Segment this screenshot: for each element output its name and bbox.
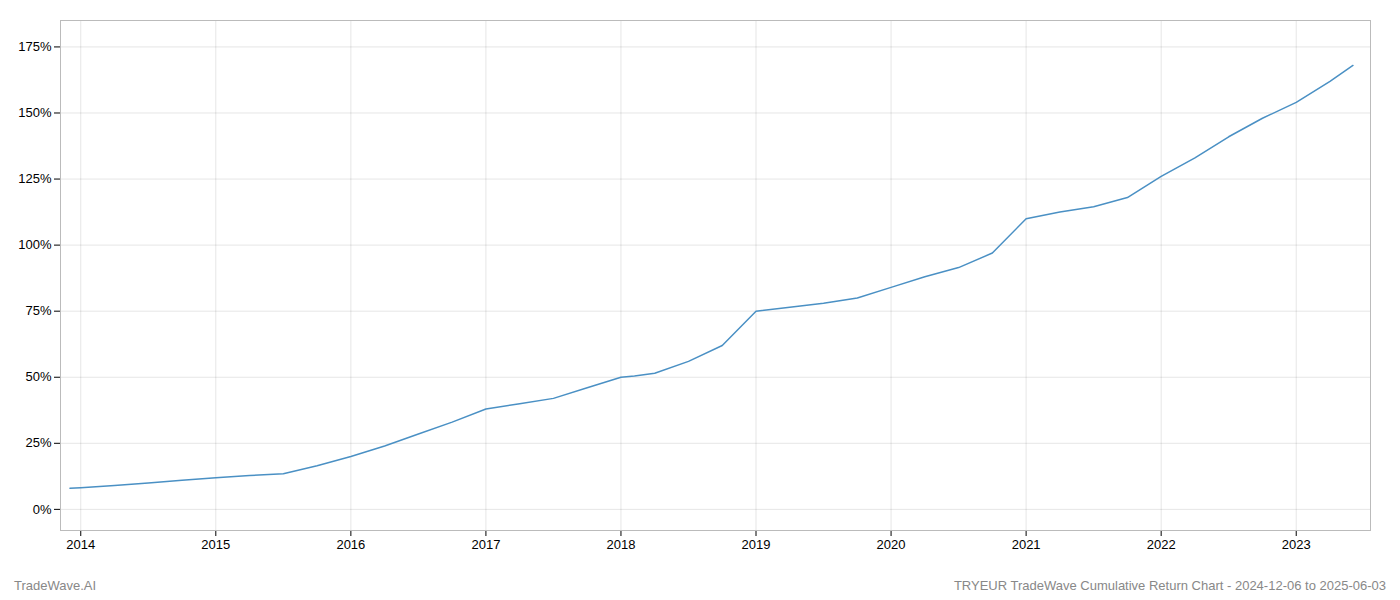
svg-text:0%: 0% xyxy=(33,502,52,517)
svg-text:2022: 2022 xyxy=(1147,537,1176,552)
svg-text:2023: 2023 xyxy=(1282,537,1311,552)
svg-text:2020: 2020 xyxy=(877,537,906,552)
svg-text:50%: 50% xyxy=(25,369,51,384)
svg-text:2017: 2017 xyxy=(471,537,500,552)
svg-text:25%: 25% xyxy=(25,435,51,450)
svg-text:175%: 175% xyxy=(18,39,52,54)
svg-text:125%: 125% xyxy=(18,171,52,186)
html-text:TradeWave.AI: TradeWave.AI xyxy=(14,577,97,593)
svg-text:100%: 100% xyxy=(18,237,52,252)
svg-text:2015: 2015 xyxy=(201,537,230,552)
svg-text:150%: 150% xyxy=(18,105,52,120)
svg-text:2018: 2018 xyxy=(607,537,636,552)
html-text:TRYEUR TradeWave Cumulative Re: TRYEUR TradeWave Cumulative Return Chart… xyxy=(953,577,1386,593)
svg-text:75%: 75% xyxy=(25,303,51,318)
svg-text:2014: 2014 xyxy=(66,537,95,552)
svg-text:2021: 2021 xyxy=(1012,537,1041,552)
svg-text:2019: 2019 xyxy=(742,537,771,552)
svg-text:2016: 2016 xyxy=(336,537,365,552)
